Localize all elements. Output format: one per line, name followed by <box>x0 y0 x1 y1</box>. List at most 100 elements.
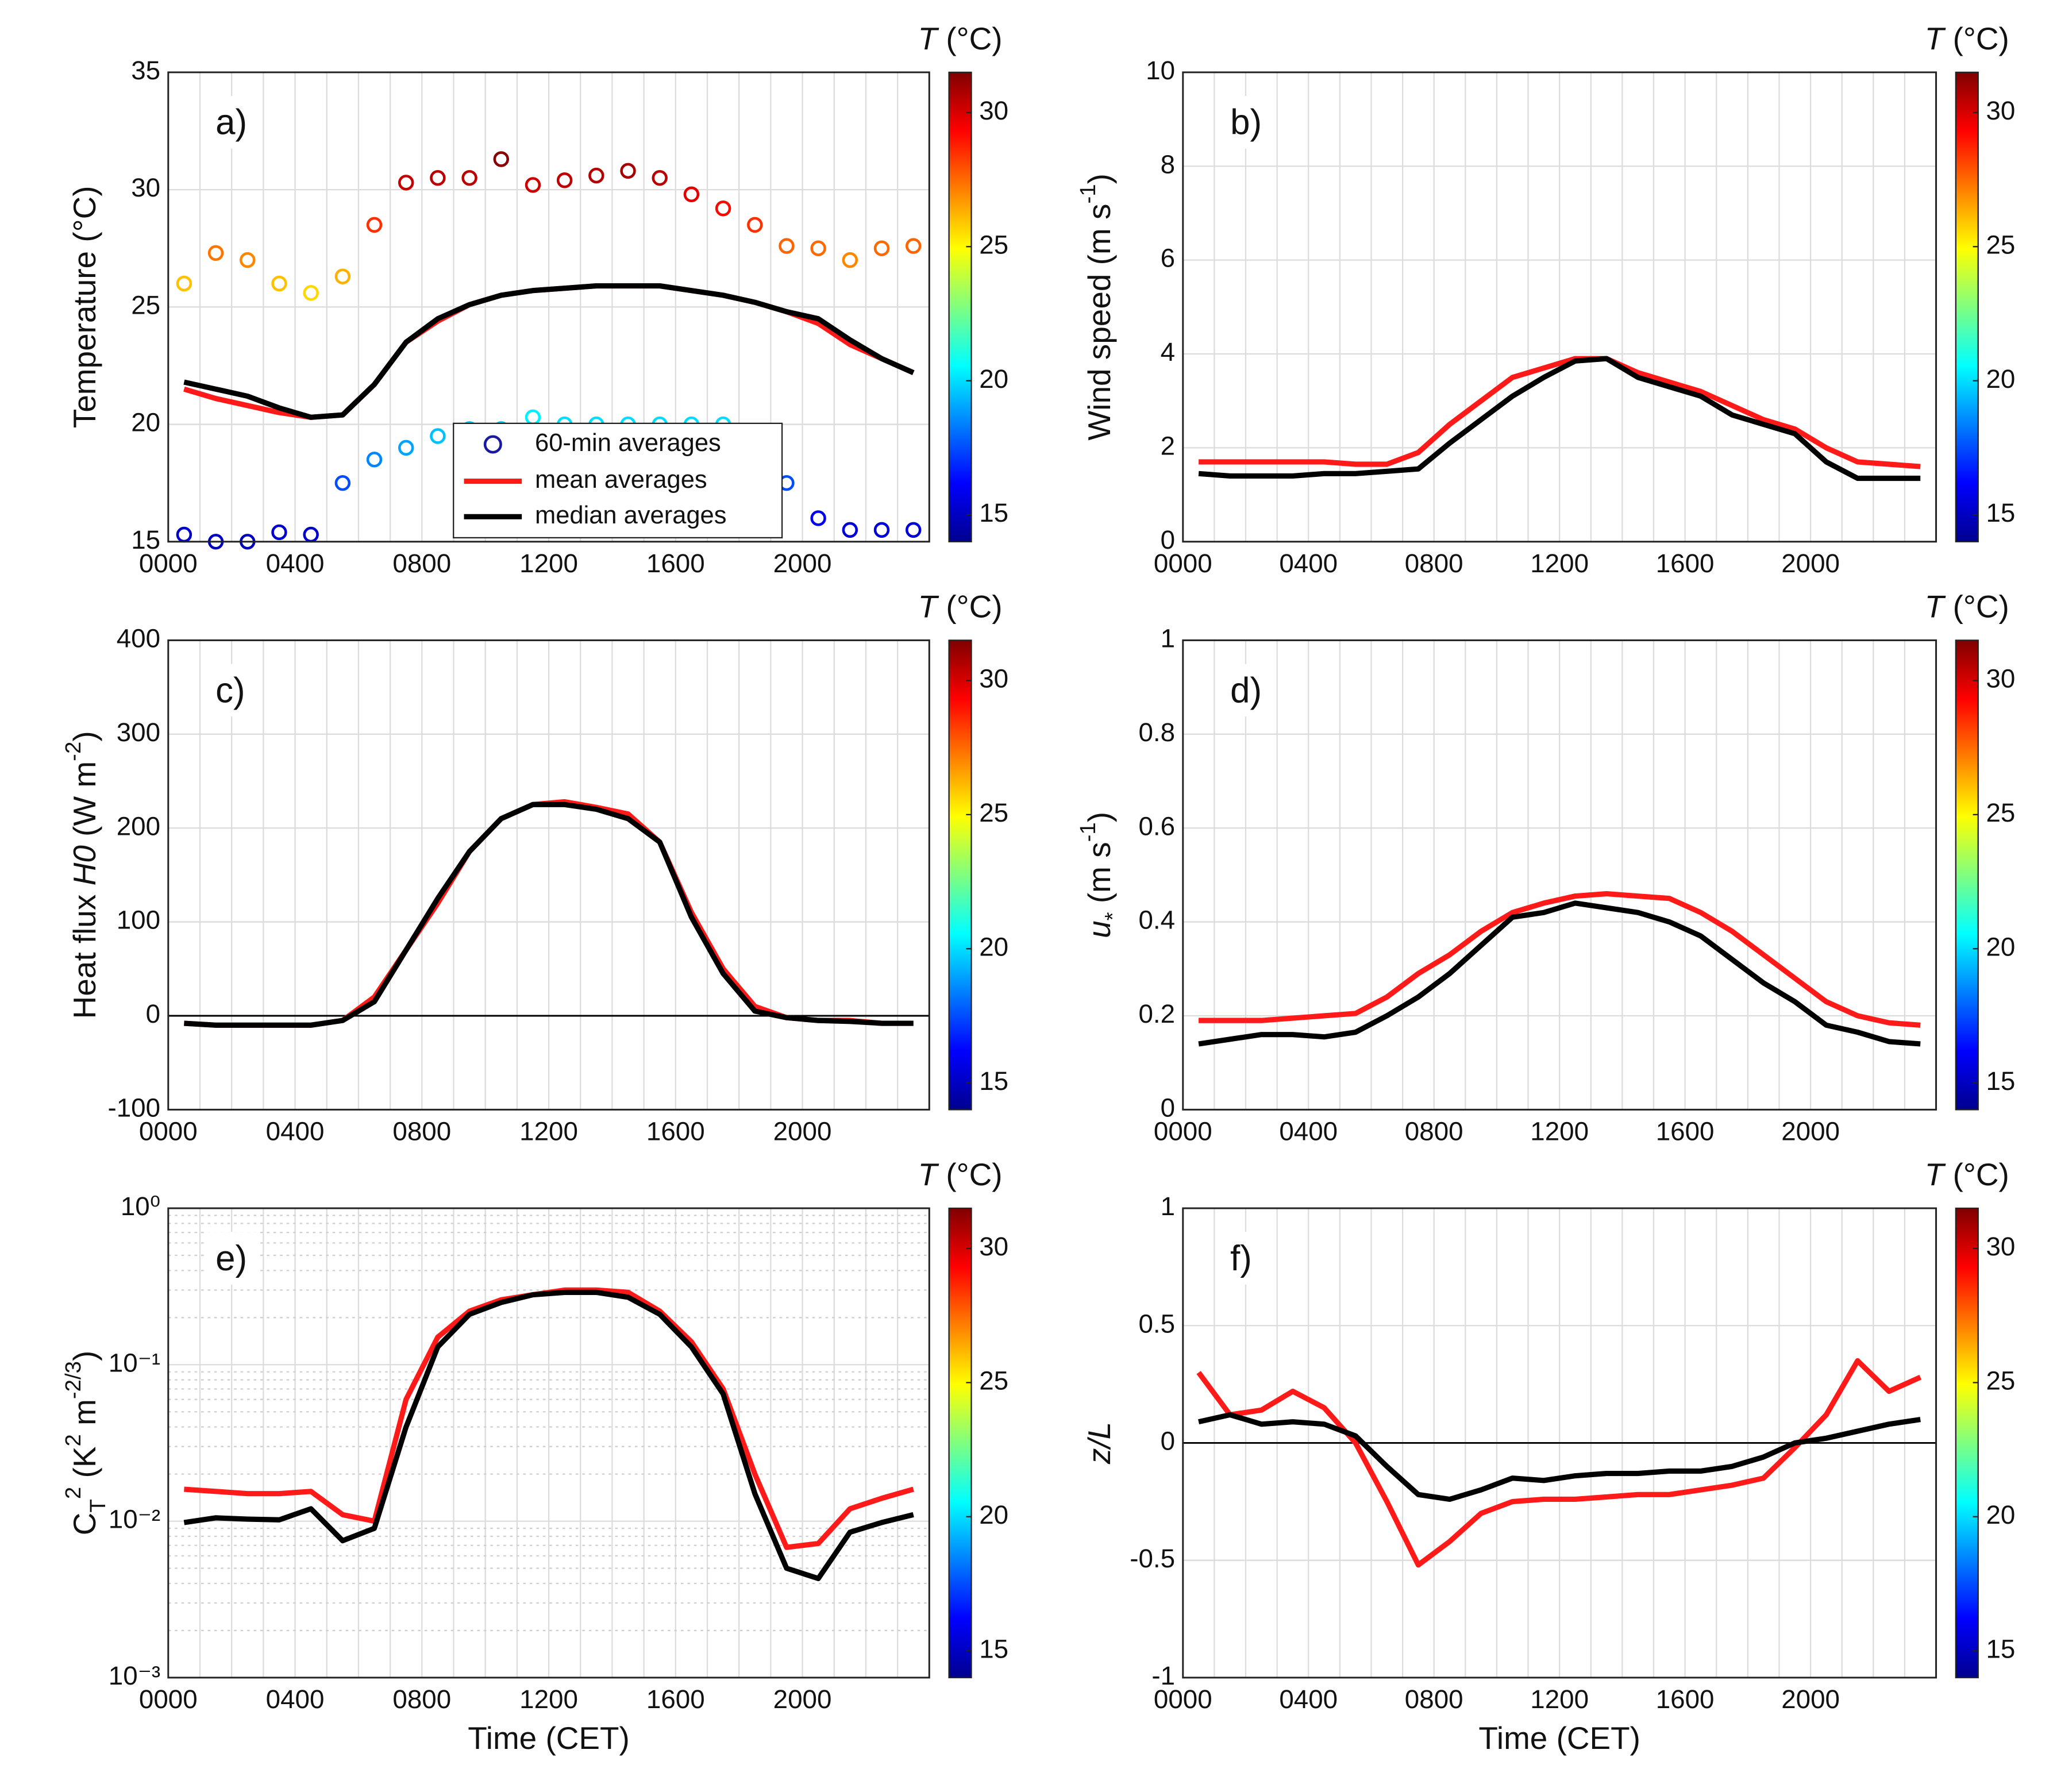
x-tick-label: 0800 <box>1405 549 1463 578</box>
y-tick-label: 300 <box>117 718 160 747</box>
y-tick-label: 6 <box>1161 244 1175 273</box>
x-tick-label: 0000 <box>139 1117 198 1146</box>
y-tick-label: 0 <box>1161 525 1175 554</box>
scatter-point <box>366 217 383 233</box>
colorbar-tick-label: 20 <box>1986 1500 2015 1529</box>
scatter-point <box>905 238 922 254</box>
series-line <box>1199 356 1921 469</box>
axes-box <box>1182 1207 1937 1679</box>
label-part: 2 <box>61 1434 86 1446</box>
x-tick-label: 2000 <box>1781 549 1840 578</box>
x-tick-label: 0000 <box>1154 1117 1212 1146</box>
label-part: T <box>918 20 939 56</box>
y-tick-label: 30 <box>131 173 160 202</box>
x-tick-label: 0400 <box>1279 549 1338 578</box>
scatter-point <box>810 510 826 526</box>
y-tick-label: 10 <box>1146 56 1175 85</box>
scatter-point <box>873 522 890 538</box>
scatter-point <box>620 163 636 179</box>
x-tick-label: 1200 <box>1530 1117 1589 1146</box>
x-tick-label: 2000 <box>773 1685 832 1714</box>
label-part: T <box>1925 20 1946 56</box>
scatter-point <box>652 169 668 186</box>
colorbar-tick-label: 25 <box>979 798 1008 827</box>
label-part: u <box>1081 920 1116 938</box>
y-tick-label: -100 <box>108 1093 161 1122</box>
annotation-bg <box>207 664 260 717</box>
label-part: (°C) <box>1944 588 2009 624</box>
scatter-point <box>176 275 192 292</box>
colorbar-tick-label: 30 <box>979 96 1008 125</box>
colorbar-tick-label: 20 <box>979 932 1008 961</box>
x-tick-label: 1200 <box>1530 549 1589 578</box>
colorbar-label: T (°C) <box>1925 20 2009 56</box>
panel-label: e) <box>215 1239 247 1278</box>
x-tick-label: 1200 <box>1530 1685 1589 1714</box>
colorbar-tick-label: 30 <box>1986 96 2015 125</box>
colorbar-tick-label: 30 <box>979 1232 1008 1261</box>
colorbar-tick-label: 20 <box>979 364 1008 394</box>
colorbar-tick-label: 20 <box>979 1500 1008 1529</box>
colorbar-tick-label: 15 <box>979 1066 1008 1096</box>
legend-label: mean averages <box>535 466 707 494</box>
colorbar-tick-label: 30 <box>979 664 1008 693</box>
panel-label: c) <box>215 670 245 710</box>
scatter-point <box>334 268 351 284</box>
colorbar-tick-label: 25 <box>1986 798 2015 827</box>
y-axis-label: Wind speed (m s-1) <box>1076 174 1117 440</box>
label-part: T <box>918 588 939 624</box>
panel-label: a) <box>215 103 247 142</box>
scatter-point <box>747 217 763 233</box>
label-part: T <box>918 1157 939 1192</box>
label-part: C <box>66 1513 102 1536</box>
colorbar <box>1955 71 1979 542</box>
label-part: (m s <box>1081 842 1116 912</box>
colorbar-label: T (°C) <box>918 588 1003 624</box>
y-tick-label: 1 <box>1161 623 1175 653</box>
label-part: Wind speed (m s <box>1081 204 1116 441</box>
panel-label: b) <box>1230 103 1262 142</box>
y-tick-label: 0 <box>146 999 160 1028</box>
annotation-bg <box>207 96 260 149</box>
series-line <box>184 801 914 1028</box>
y-tick-label: 35 <box>131 56 160 85</box>
colorbar <box>1955 639 1979 1111</box>
legend-label: 60-min averages <box>535 429 721 457</box>
x-axis-label: Time (CET) <box>468 1720 630 1756</box>
scatter-point <box>683 186 700 202</box>
scatter-point <box>461 169 477 186</box>
label-part: (°C) <box>937 20 1002 56</box>
series-line <box>1198 1412 1921 1502</box>
x-tick-label: 0000 <box>139 549 198 578</box>
series-line <box>1199 891 1921 1028</box>
x-tick-label: 0400 <box>266 549 325 578</box>
x-tick-label: 0800 <box>392 1117 451 1146</box>
colorbar-tick-label: 25 <box>1986 230 2015 259</box>
axes-box <box>167 71 930 543</box>
scatter-point <box>271 524 287 541</box>
x-tick-label: 2000 <box>1781 1685 1840 1714</box>
series-line <box>183 1289 914 1581</box>
scatter-point <box>779 238 795 254</box>
panel-label: f) <box>1230 1239 1252 1278</box>
y-tick-label: 10⁻³ <box>109 1661 160 1690</box>
y-axis-label: u* (m s-1) <box>1076 812 1125 938</box>
label-part: (°C) <box>1944 20 2009 56</box>
legend-label: median averages <box>535 502 726 529</box>
x-tick-label: 0000 <box>1154 549 1212 578</box>
x-tick-label: 1600 <box>1656 1117 1715 1146</box>
label-part: ) <box>1081 174 1116 184</box>
label-part: Temperature (°C) <box>66 186 102 428</box>
x-tick-label: 0800 <box>1405 1117 1463 1146</box>
y-tick-label: 10⁻¹ <box>109 1348 160 1377</box>
y-tick-label: 8 <box>1161 149 1175 179</box>
x-tick-label: 1600 <box>1656 1685 1715 1714</box>
scatter-point <box>240 252 256 268</box>
legend-marker <box>483 435 502 454</box>
series-line <box>1198 356 1921 481</box>
axes-box <box>1182 71 1937 543</box>
y-tick-label: 4 <box>1161 337 1175 367</box>
x-tick-label: 2000 <box>1781 1117 1840 1146</box>
colorbar-tick-label: 30 <box>1986 1232 2015 1261</box>
